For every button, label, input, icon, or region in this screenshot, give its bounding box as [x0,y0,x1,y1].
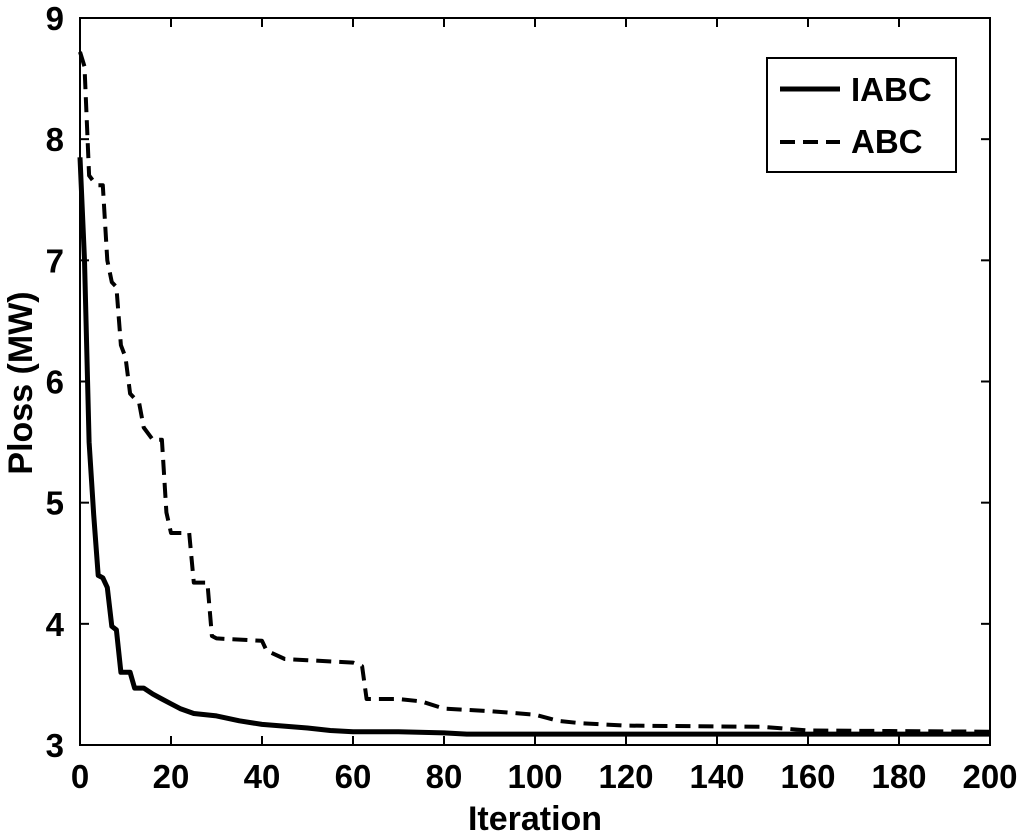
legend-label-abc: ABC [851,123,923,160]
series-line-iabc [77,157,990,737]
x-tick-label: 160 [780,758,835,795]
y-tick-label: 5 [46,485,64,522]
x-tick-label: 20 [153,758,190,795]
x-tick-label: 200 [962,758,1017,795]
y-tick-label: 8 [46,121,64,158]
y-axis-label: Ploss (MW) [2,291,40,474]
x-tick-label: 100 [507,758,562,795]
x-tick-label: 60 [335,758,372,795]
x-tick-label: 40 [244,758,281,795]
series-layer [77,51,991,737]
x-tick-label: 0 [71,758,89,795]
x-tick-label: 140 [689,758,744,795]
series-line-abc [78,51,991,734]
tick-layer: 0 20 40 60 80 100 120 140 160 180 200 3 4 5 6 7 8 9 [46,0,1018,795]
y-tick-label: 4 [46,606,65,643]
y-tick-label: 9 [46,0,64,37]
legend-box [766,57,957,173]
x-tick-label: 180 [871,758,926,795]
legend-label-iabc: IABC [851,71,932,108]
y-tick-label: 6 [46,364,64,401]
legend: IABC ABC [766,57,957,173]
x-axis-label: Iteration [468,800,602,836]
x-tick-label: 120 [598,758,653,795]
y-tick-label: 7 [46,242,64,279]
x-tick-label: 80 [426,758,463,795]
y-tick-label: 3 [46,727,64,764]
